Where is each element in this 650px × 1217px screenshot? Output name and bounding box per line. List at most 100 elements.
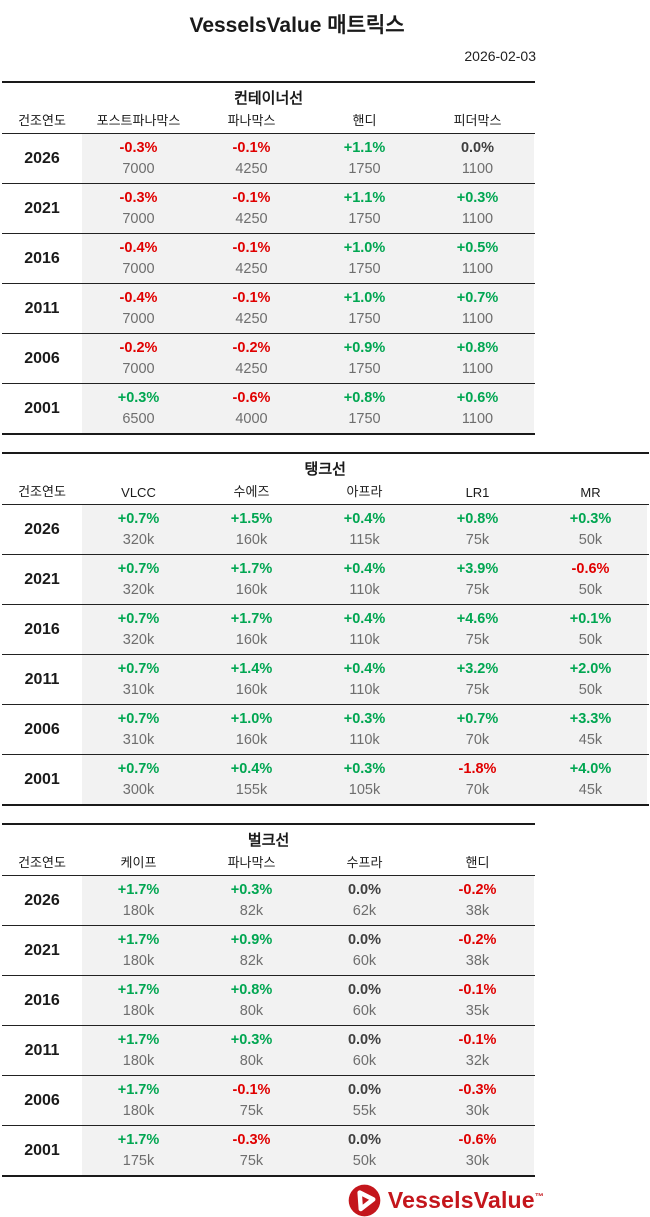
value-cell: +1.5% 160k (195, 505, 308, 554)
value-cell: +0.3% 110k (308, 705, 421, 754)
column-header: 아프라 (346, 484, 383, 499)
build-year-cell: 2016 (2, 605, 82, 654)
value-cell: 0.0% 60k (308, 1026, 421, 1075)
percent-change: -0.1% (232, 1082, 271, 1098)
percent-change: -1.8% (458, 761, 497, 777)
vessel-size-value: 70k (465, 782, 490, 798)
build-year-cell: 2006 (2, 334, 82, 383)
column-header: 포스트파나막스 (96, 113, 181, 128)
percent-change: +0.7% (117, 711, 160, 727)
vessel-size-value: 75k (465, 582, 490, 598)
vessel-size-value: 4000 (235, 411, 268, 427)
percent-change: +0.7% (117, 511, 160, 527)
percent-change: +1.7% (117, 982, 160, 998)
value-cell: +0.3% 82k (195, 876, 308, 925)
value-cell: 0.0% 60k (308, 926, 421, 975)
percent-change: +0.6% (456, 390, 499, 406)
value-cell: +0.7% 320k (82, 505, 195, 554)
value-cell: -0.4% 7000 (82, 284, 195, 333)
percent-change: +0.3% (343, 761, 386, 777)
section-title: 벌크선 (247, 832, 290, 849)
value-cell: +2.0% 50k (534, 655, 647, 704)
vessel-size-value: 4250 (235, 361, 268, 377)
percent-change: -0.2% (458, 932, 497, 948)
column-header: VLCC (121, 485, 156, 500)
value-cell: +0.7% 70k (421, 705, 534, 754)
vessel-size-value: 4250 (235, 211, 268, 227)
percent-change: -0.1% (232, 190, 271, 206)
vessel-size-value: 180k (122, 1103, 155, 1119)
percent-change: +0.8% (456, 511, 499, 527)
vessel-size-value: 75k (465, 532, 490, 548)
value-cell: +1.1% 1750 (308, 134, 421, 183)
vessel-size-value: 75k (465, 682, 490, 698)
value-cell: +0.3% 1100 (421, 184, 534, 233)
percent-change: +1.5% (230, 511, 273, 527)
value-cell: +0.9% 1750 (308, 334, 421, 383)
vessel-size-value: 75k (239, 1153, 264, 1169)
vessel-size-value: 62k (352, 903, 377, 919)
value-cell: -0.1% 4250 (195, 184, 308, 233)
trademark-symbol: ™ (534, 1191, 544, 1202)
table-row: 2006 +0.7% 310k +1.0% 160k +0.3% 110k +0.7% 70k… (2, 704, 649, 754)
column-header: 파나막스 (227, 113, 276, 128)
percent-change: +0.7% (117, 611, 160, 627)
percent-change: -0.6% (232, 390, 271, 406)
vessel-size-value: 7000 (122, 361, 155, 377)
vessel-size-value: 80k (239, 1053, 264, 1069)
percent-change: +1.7% (117, 1082, 160, 1098)
table-row: 2016 +0.7% 320k +1.7% 160k +0.4% 110k +4.6% 75k… (2, 604, 649, 654)
vessel-size-value: 45k (578, 732, 603, 748)
vessel-size-value: 320k (122, 582, 155, 598)
vessel-size-value: 50k (578, 532, 603, 548)
column-header: 핸디 (465, 855, 490, 870)
percent-change: +0.7% (456, 711, 499, 727)
value-cell: +1.7% 180k (82, 1076, 195, 1125)
value-cell: +0.9% 82k (195, 926, 308, 975)
vessel-size-value: 180k (122, 1053, 155, 1069)
matrix-section: 탱크선 건조연도 VLCC 수에즈 아프라 LR1 MR 2026 +0.7% 320k +… (2, 452, 649, 806)
value-cell: +1.0% 1750 (308, 284, 421, 333)
percent-change: +3.2% (456, 661, 499, 677)
vessel-size-value: 160k (235, 632, 268, 648)
value-cell: +0.8% 1750 (308, 384, 421, 433)
percent-change: -0.2% (232, 340, 271, 356)
vessel-size-value: 310k (122, 732, 155, 748)
vessel-size-value: 60k (352, 1003, 377, 1019)
percent-change: +1.0% (230, 711, 273, 727)
vessel-size-value: 180k (122, 1003, 155, 1019)
vessel-size-value: 70k (465, 732, 490, 748)
column-header: 수프라 (346, 855, 383, 870)
percent-change: +0.7% (117, 661, 160, 677)
vessel-size-value: 1750 (348, 261, 381, 277)
vessel-size-value: 30k (465, 1103, 490, 1119)
value-cell: -0.3% 7000 (82, 184, 195, 233)
value-cell: -0.1% 35k (421, 976, 534, 1025)
vessel-size-value: 50k (352, 1153, 377, 1169)
table-row: 2006 -0.2% 7000 -0.2% 4250 +0.9% 1750 +0.8% 110… (2, 333, 536, 383)
value-cell: +4.6% 75k (421, 605, 534, 654)
percent-change: 0.0% (460, 140, 495, 156)
vessel-size-value: 50k (578, 682, 603, 698)
percent-change: -0.6% (458, 1132, 497, 1148)
column-header: LR1 (465, 485, 490, 500)
section-title: 탱크선 (304, 461, 346, 478)
value-cell: -0.1% 4250 (195, 134, 308, 183)
value-cell: 0.0% 60k (308, 976, 421, 1025)
value-cell: -1.8% 70k (421, 755, 534, 804)
column-header: 수에즈 (233, 484, 270, 499)
table-row: 2026 -0.3% 7000 -0.1% 4250 +1.1% 1750 0.0% 1100 (2, 133, 536, 183)
percent-change: +1.7% (230, 611, 273, 627)
column-header: 핸디 (352, 113, 377, 128)
vessel-size-value: 110k (349, 732, 380, 748)
value-cell: +1.7% 180k (82, 926, 195, 975)
percent-change: +0.8% (230, 982, 273, 998)
percent-change: 0.0% (347, 932, 382, 948)
table-row: 2026 +0.7% 320k +1.5% 160k +0.4% 115k +0.8% 75k… (2, 504, 649, 554)
value-cell: +0.5% 1100 (421, 234, 534, 283)
value-cell: -0.6% 4000 (195, 384, 308, 433)
percent-change: +1.0% (343, 240, 386, 256)
table-row: 2011 +0.7% 310k +1.4% 160k +0.4% 110k +3.2% 75k… (2, 654, 649, 704)
percent-change: +0.4% (343, 661, 386, 677)
build-year-cell: 2011 (2, 284, 82, 333)
